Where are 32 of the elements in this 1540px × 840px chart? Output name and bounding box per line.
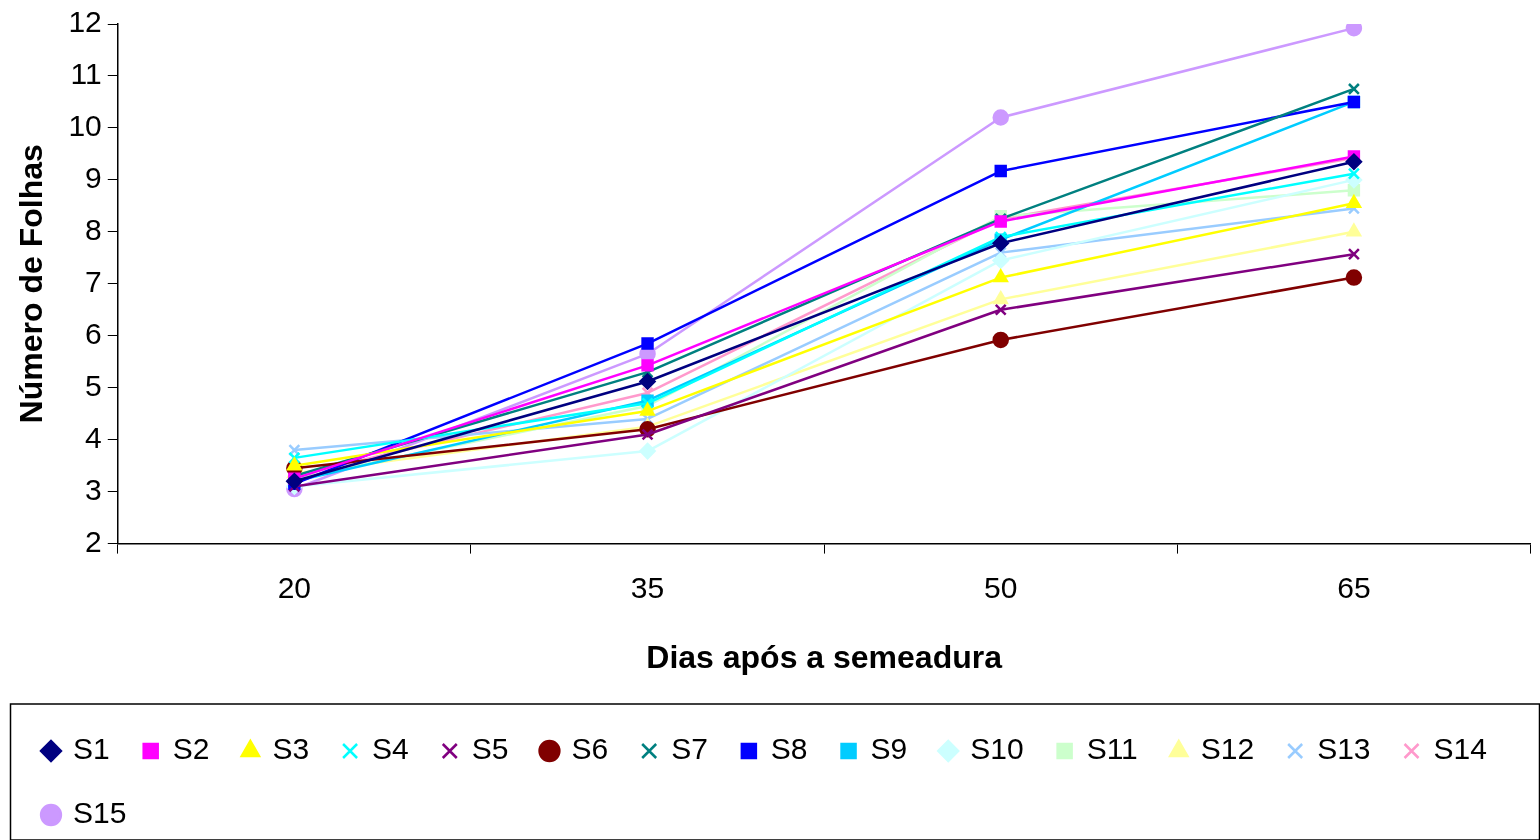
legend-label: S12 <box>1200 732 1255 766</box>
legend-label: S9 <box>870 732 908 766</box>
y-tick-label: 12 <box>68 5 102 39</box>
legend-label: S5 <box>471 732 509 766</box>
legend-label: S1 <box>73 732 110 766</box>
x-tick-label: 50 <box>984 570 1018 604</box>
legend-label: S11 <box>1086 732 1138 766</box>
legend-label: S15 <box>73 796 127 830</box>
x-tick-label: 35 <box>630 570 665 604</box>
legend-label: S13 <box>1317 732 1371 766</box>
y-tick-label: 11 <box>70 57 102 91</box>
y-tick-label: 7 <box>85 265 102 299</box>
y-tick-label: 9 <box>85 161 102 195</box>
x-tick-label: 65 <box>1337 570 1371 604</box>
y-tick-label: 5 <box>85 368 102 402</box>
x-tick-label: 20 <box>277 570 312 604</box>
y-tick-label: 2 <box>85 524 102 558</box>
legend-label: S4 <box>372 732 409 766</box>
legend-label: S8 <box>770 732 808 766</box>
y-tick-label: 8 <box>85 213 102 247</box>
legend-label: S10 <box>970 732 1024 766</box>
y-tick-label: 3 <box>85 472 102 506</box>
legend-label: S14 <box>1433 732 1487 766</box>
legend-label: S6 <box>571 732 609 766</box>
y-axis-title: Número de Folhas <box>13 144 50 424</box>
x-axis-title: Dias após a semeadura <box>646 638 1003 675</box>
y-tick-label: 10 <box>68 109 102 143</box>
legend-label: S2 <box>172 732 210 766</box>
legend-label: S3 <box>272 732 310 766</box>
y-tick-label: 6 <box>85 317 102 351</box>
y-tick-label: 4 <box>85 420 102 454</box>
legend-label: S7 <box>671 732 708 766</box>
